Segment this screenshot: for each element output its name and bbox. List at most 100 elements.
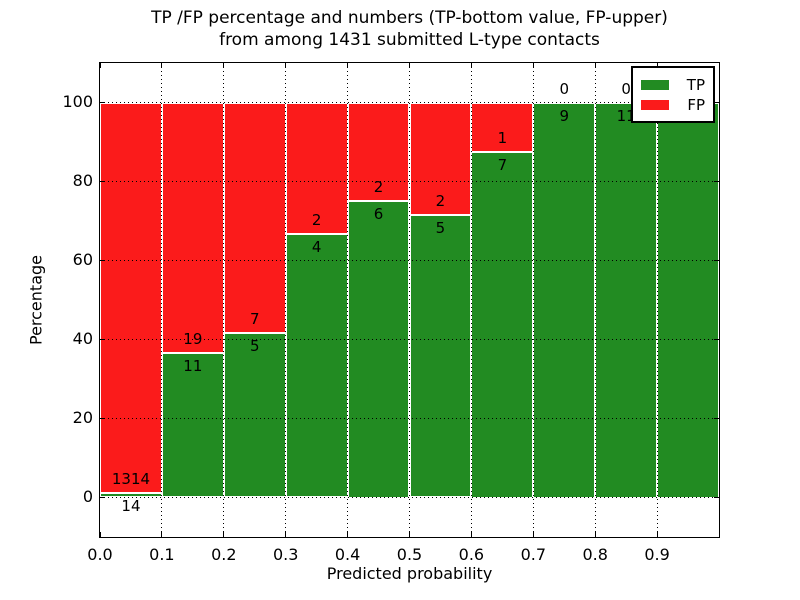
gridline-x [161,63,163,537]
gridline-y [100,418,719,419]
tp-count-label: 7 [497,155,508,174]
bar-segment-fp [100,102,162,494]
fp-count-label: 2 [435,192,446,211]
gridline-x [470,63,472,537]
y-tick-mark [714,497,719,498]
tp-count-label: 5 [249,336,260,355]
y-tick-label: 0 [82,486,93,506]
bar-segment-fp [223,102,286,333]
x-tick-mark [223,532,225,537]
y-tick-mark [100,418,105,419]
bar-segment-tp [595,102,658,498]
chart-title-line2: from among 1431 submitted L-type contact… [219,30,600,50]
gridline-x [656,63,658,537]
x-tick-mark [285,532,287,537]
gridline-x [409,63,410,537]
tp-count-label: 14 [121,497,141,516]
fp-count-label: 1 [497,128,508,147]
gridline-y [100,339,719,340]
gridline-x [223,63,225,537]
y-tick-mark [714,418,719,419]
gridline-y [100,260,719,261]
y-tick-label: 60 [72,249,93,269]
gridline-y [100,102,719,103]
fp-count-label: 1314 [111,470,151,489]
y-tick-mark [100,497,105,498]
tp-count-label: 5 [435,219,446,238]
gridline-x [594,63,596,537]
y-tick-mark [100,339,105,340]
x-tick-mark [161,63,163,68]
y-tick-mark [714,181,719,182]
tp-count-label: 4 [311,238,322,257]
x-tick-mark [409,63,410,68]
tp-count-label: 6 [373,205,384,224]
x-tick-mark [99,63,101,68]
x-tick-mark [594,63,596,68]
bar-segment-tp [533,102,596,498]
y-tick-mark [714,260,719,261]
fp-count-label: 0 [559,79,570,98]
x-tick-mark [656,532,658,537]
y-tick-mark [714,102,719,103]
x-tick-mark [285,63,287,68]
chart-title-line1: TP /FP percentage and numbers (TP-bottom… [151,8,668,28]
x-tick-label: 0.7 [520,545,547,564]
y-tick-label: 20 [72,407,93,427]
y-tick-mark [100,181,105,182]
bar-segment-tp [409,215,472,498]
bar-segment-tp [471,151,534,498]
x-tick-label: 0.2 [211,545,237,564]
legend-label-fp: FP [687,96,705,114]
x-tick-mark [161,532,163,537]
y-tick-label: 100 [62,91,93,111]
gridline-x [285,63,287,537]
x-tick-mark [347,63,349,68]
chart-title: TP /FP percentage and numbers (TP-bottom… [99,7,720,51]
gridline-x [532,63,534,537]
legend-row-fp: FP [641,96,705,114]
x-tick-label: 0.1 [149,545,175,564]
tp-count-label: 11 [616,106,636,125]
x-tick-mark [223,63,225,68]
bar-segment-fp [161,102,224,353]
fp-count-label: 2 [373,178,384,197]
x-tick-mark [470,63,472,68]
fp-count-label: 2 [311,211,322,230]
bar-segment-tp [161,352,224,498]
plot-area: 13141419117524262517090110120.00.10.20.3… [62,62,720,564]
y-tick-label: 40 [72,328,93,348]
gridline-y [100,497,719,498]
bar-segment-tp [223,332,286,498]
x-tick-mark [532,63,534,68]
tp-count-label: 9 [559,106,570,125]
bar-segment-tp [657,102,719,498]
gridline-y [100,181,719,182]
fp-count-label: 0 [621,79,631,98]
x-tick-mark [347,532,349,537]
bar-segment-tp [347,201,410,498]
x-tick-label: 0.6 [458,545,485,564]
y-tick-mark [714,339,719,340]
x-tick-mark [99,532,101,537]
gridline-x [347,63,349,537]
x-tick-label: 0.4 [334,545,361,564]
fp-count-label: 7 [249,309,260,328]
y-tick-mark [100,260,105,261]
x-tick-label: 0.5 [396,545,423,564]
x-tick-mark [594,532,596,537]
legend-row-tp: TP [641,76,705,94]
legend-swatch-fp [641,100,669,110]
fp-count-label: 19 [183,329,203,348]
x-tick-label: 0.9 [644,545,670,564]
x-tick-label: 0.8 [582,545,608,564]
y-tick-mark [100,102,105,103]
bar-segment-tp [285,234,348,498]
x-tick-mark [532,532,534,537]
x-tick-mark [656,63,658,68]
legend-swatch-tp [641,80,669,90]
x-tick-mark [409,532,410,537]
x-axis-label: Predicted probability [326,564,493,583]
y-tick-label: 80 [72,170,93,190]
